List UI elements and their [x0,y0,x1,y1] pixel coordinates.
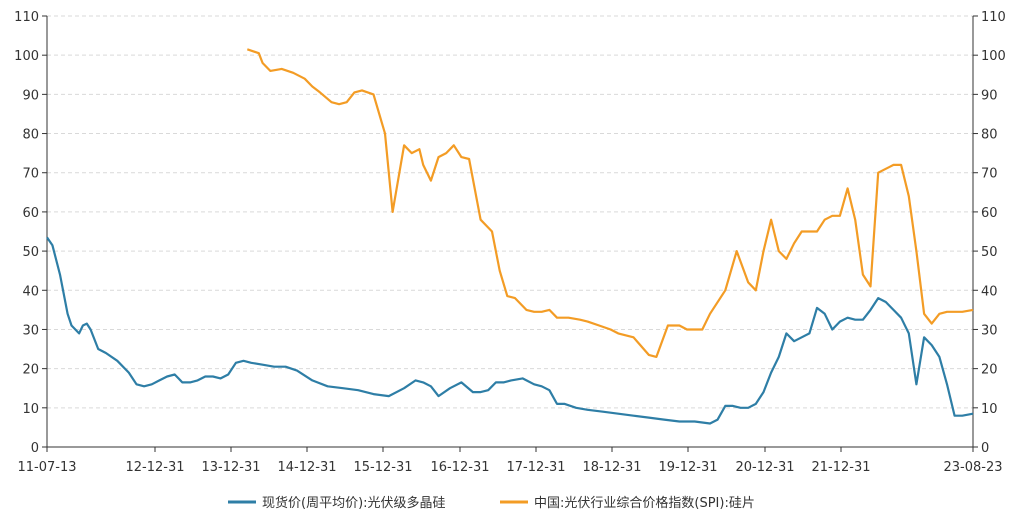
left-tick-label: 80 [22,128,39,143]
right-tick-label: 70 [981,167,998,182]
x-tick-label: 18-12-31 [582,460,641,475]
x-tick-label: 23-08-23 [943,460,1002,475]
x-tick-label: 16-12-31 [430,460,489,475]
x-tick-label: 19-12-31 [658,460,717,475]
right-tick-label: 10 [981,402,998,417]
legend-label-series-2: 中国:光伏行业综合价格指数(SPI):硅片 [534,495,755,511]
axes: 0 0 10 10 20 20 30 30 40 40 50 50 60 60 70 70 80 80 90 90 10… [14,10,1006,475]
right-tick-label: 30 [981,323,998,338]
x-tick-label: 11-07-13 [17,460,76,475]
right-tick-label: 80 [981,128,998,143]
x-tick-label: 13-12-31 [201,460,260,475]
left-tick-label: 30 [22,323,39,338]
left-tick-label: 70 [22,167,39,182]
right-tick-label: 50 [981,245,998,260]
left-tick-label: 10 [22,402,39,417]
right-tick-label: 0 [981,441,989,456]
series-line-2 [246,48,974,358]
left-tick-label: 110 [14,10,39,25]
x-tick-label: 14-12-31 [277,460,336,475]
left-tick-label: 0 [31,441,39,456]
x-tick-label: 12-12-31 [125,460,184,475]
x-tick-label: 20-12-31 [735,460,794,475]
legend-label-series-1: 现货价(周平均价):光伏级多晶硅 [262,495,446,511]
right-tick-label: 100 [981,49,1006,64]
grid-lines [47,15,973,409]
right-tick-label: 110 [981,10,1006,25]
left-tick-label: 60 [22,206,39,221]
right-tick-label: 90 [981,88,998,103]
x-tick-label: 21-12-31 [811,460,870,475]
left-tick-label: 20 [22,363,39,378]
left-tick-label: 90 [22,88,39,103]
left-tick-label: 40 [22,284,39,299]
x-tick-label: 15-12-31 [353,460,412,475]
left-tick-label: 100 [14,49,39,64]
series-lines [46,48,974,425]
left-tick-label: 50 [22,245,39,260]
right-tick-label: 20 [981,363,998,378]
x-tick-label: 17-12-31 [506,460,565,475]
legend: 现货价(周平均价):光伏级多晶硅 中国:光伏行业综合价格指数(SPI):硅片 [228,495,755,511]
right-tick-label: 60 [981,206,998,221]
right-tick-label: 40 [981,284,998,299]
series-line-1 [46,236,974,425]
